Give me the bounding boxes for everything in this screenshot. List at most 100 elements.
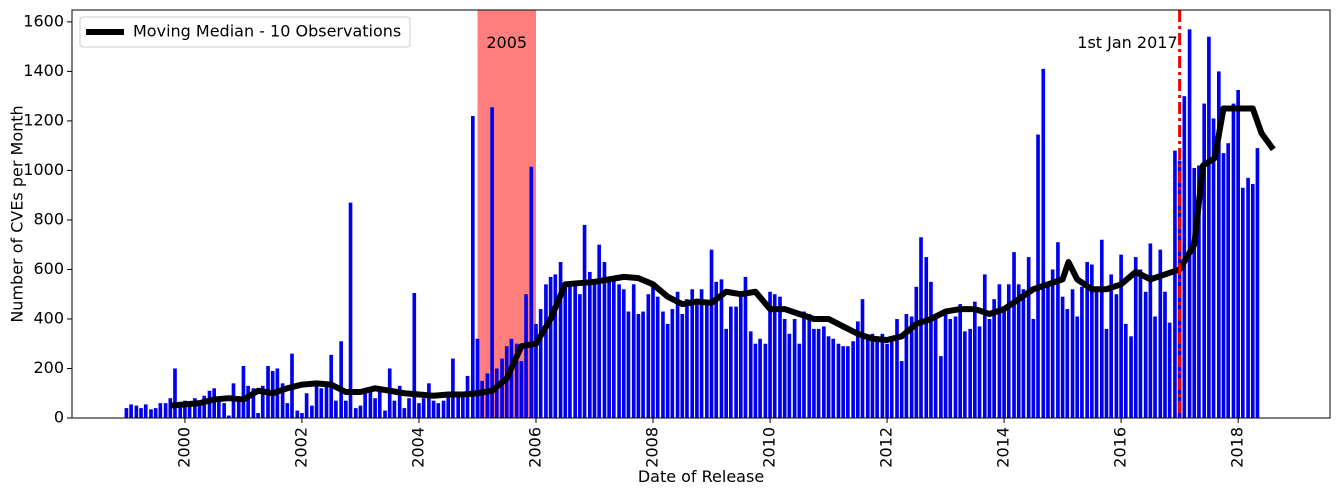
bar	[251, 388, 256, 418]
y-tick-label: 1400	[23, 61, 64, 80]
bar	[1148, 243, 1153, 418]
bar	[958, 304, 963, 418]
bar	[797, 343, 802, 418]
y-axis-label: Number of CVEs per Month	[8, 105, 27, 322]
bar	[1104, 328, 1109, 418]
bar	[880, 333, 885, 418]
bar	[680, 314, 685, 418]
bar	[1094, 291, 1099, 418]
bar	[646, 294, 651, 418]
bar	[222, 403, 226, 418]
bar	[212, 388, 217, 418]
bar	[1211, 118, 1216, 418]
bar	[772, 294, 777, 418]
x-tick-label: 2004	[408, 427, 427, 468]
bar	[1143, 291, 1148, 418]
bar	[193, 398, 197, 418]
bar	[617, 284, 621, 418]
bar	[285, 403, 290, 418]
bar	[553, 274, 558, 418]
y-tick-label: 1600	[23, 11, 64, 30]
y-tick-label: 400	[33, 308, 64, 327]
bar	[475, 338, 480, 418]
bar	[358, 405, 363, 418]
bar	[768, 291, 772, 418]
bar	[1056, 242, 1060, 418]
bar	[1236, 89, 1240, 419]
bar	[997, 284, 1002, 418]
bar	[748, 331, 753, 418]
bar	[729, 306, 733, 418]
bar	[992, 299, 996, 418]
bar	[787, 333, 792, 418]
x-tick-label: 2000	[174, 427, 193, 468]
bar	[1158, 249, 1163, 418]
bar	[304, 393, 309, 418]
bar	[1065, 309, 1070, 418]
x-tick-label: 2010	[760, 427, 779, 468]
bar	[899, 361, 904, 418]
bar	[568, 284, 572, 418]
bar	[582, 224, 587, 418]
bar	[1167, 322, 1172, 418]
bar	[1192, 167, 1197, 418]
bar	[1070, 289, 1075, 418]
bar	[1041, 68, 1046, 418]
bar	[1129, 336, 1133, 418]
bar	[377, 388, 382, 418]
bar	[699, 289, 704, 418]
bar	[207, 390, 212, 418]
bar	[1026, 257, 1031, 418]
bar	[197, 403, 202, 418]
bar	[919, 237, 923, 418]
bar	[611, 279, 616, 418]
bar	[904, 314, 909, 418]
bar	[480, 380, 484, 418]
bar	[1090, 264, 1094, 418]
bar	[661, 311, 665, 418]
bar	[509, 338, 514, 418]
bar	[1006, 284, 1011, 418]
bar	[865, 338, 870, 418]
bar	[909, 316, 914, 418]
bar	[602, 262, 607, 418]
bar	[353, 408, 358, 418]
bar	[1250, 184, 1255, 418]
bar	[1085, 262, 1090, 418]
bar	[685, 299, 689, 418]
bar	[163, 403, 168, 418]
bar	[158, 403, 163, 418]
bar	[500, 358, 504, 418]
bar	[816, 328, 821, 418]
bar	[1060, 296, 1065, 418]
bar	[607, 276, 611, 418]
bar	[621, 289, 626, 418]
bar	[973, 301, 977, 418]
bar	[139, 408, 143, 418]
bar	[1255, 148, 1260, 418]
bar	[417, 403, 421, 418]
x-tick-label: 2014	[994, 427, 1013, 468]
bar	[368, 390, 373, 418]
bar	[870, 333, 875, 418]
bar	[1046, 284, 1050, 418]
bar	[578, 294, 582, 418]
bar	[1016, 284, 1021, 418]
bar	[519, 361, 524, 418]
bar	[665, 323, 670, 418]
bar	[948, 318, 953, 418]
bar	[1114, 294, 1119, 418]
bar	[143, 404, 148, 418]
y-tick-label: 800	[33, 209, 64, 228]
bar	[314, 380, 319, 418]
bar	[719, 279, 724, 418]
bar	[236, 398, 241, 418]
bar	[1153, 316, 1157, 418]
bar	[889, 336, 894, 418]
bar	[407, 398, 411, 418]
bar	[310, 405, 314, 418]
bar	[1187, 29, 1192, 419]
bar	[183, 400, 187, 418]
bar	[968, 328, 972, 418]
